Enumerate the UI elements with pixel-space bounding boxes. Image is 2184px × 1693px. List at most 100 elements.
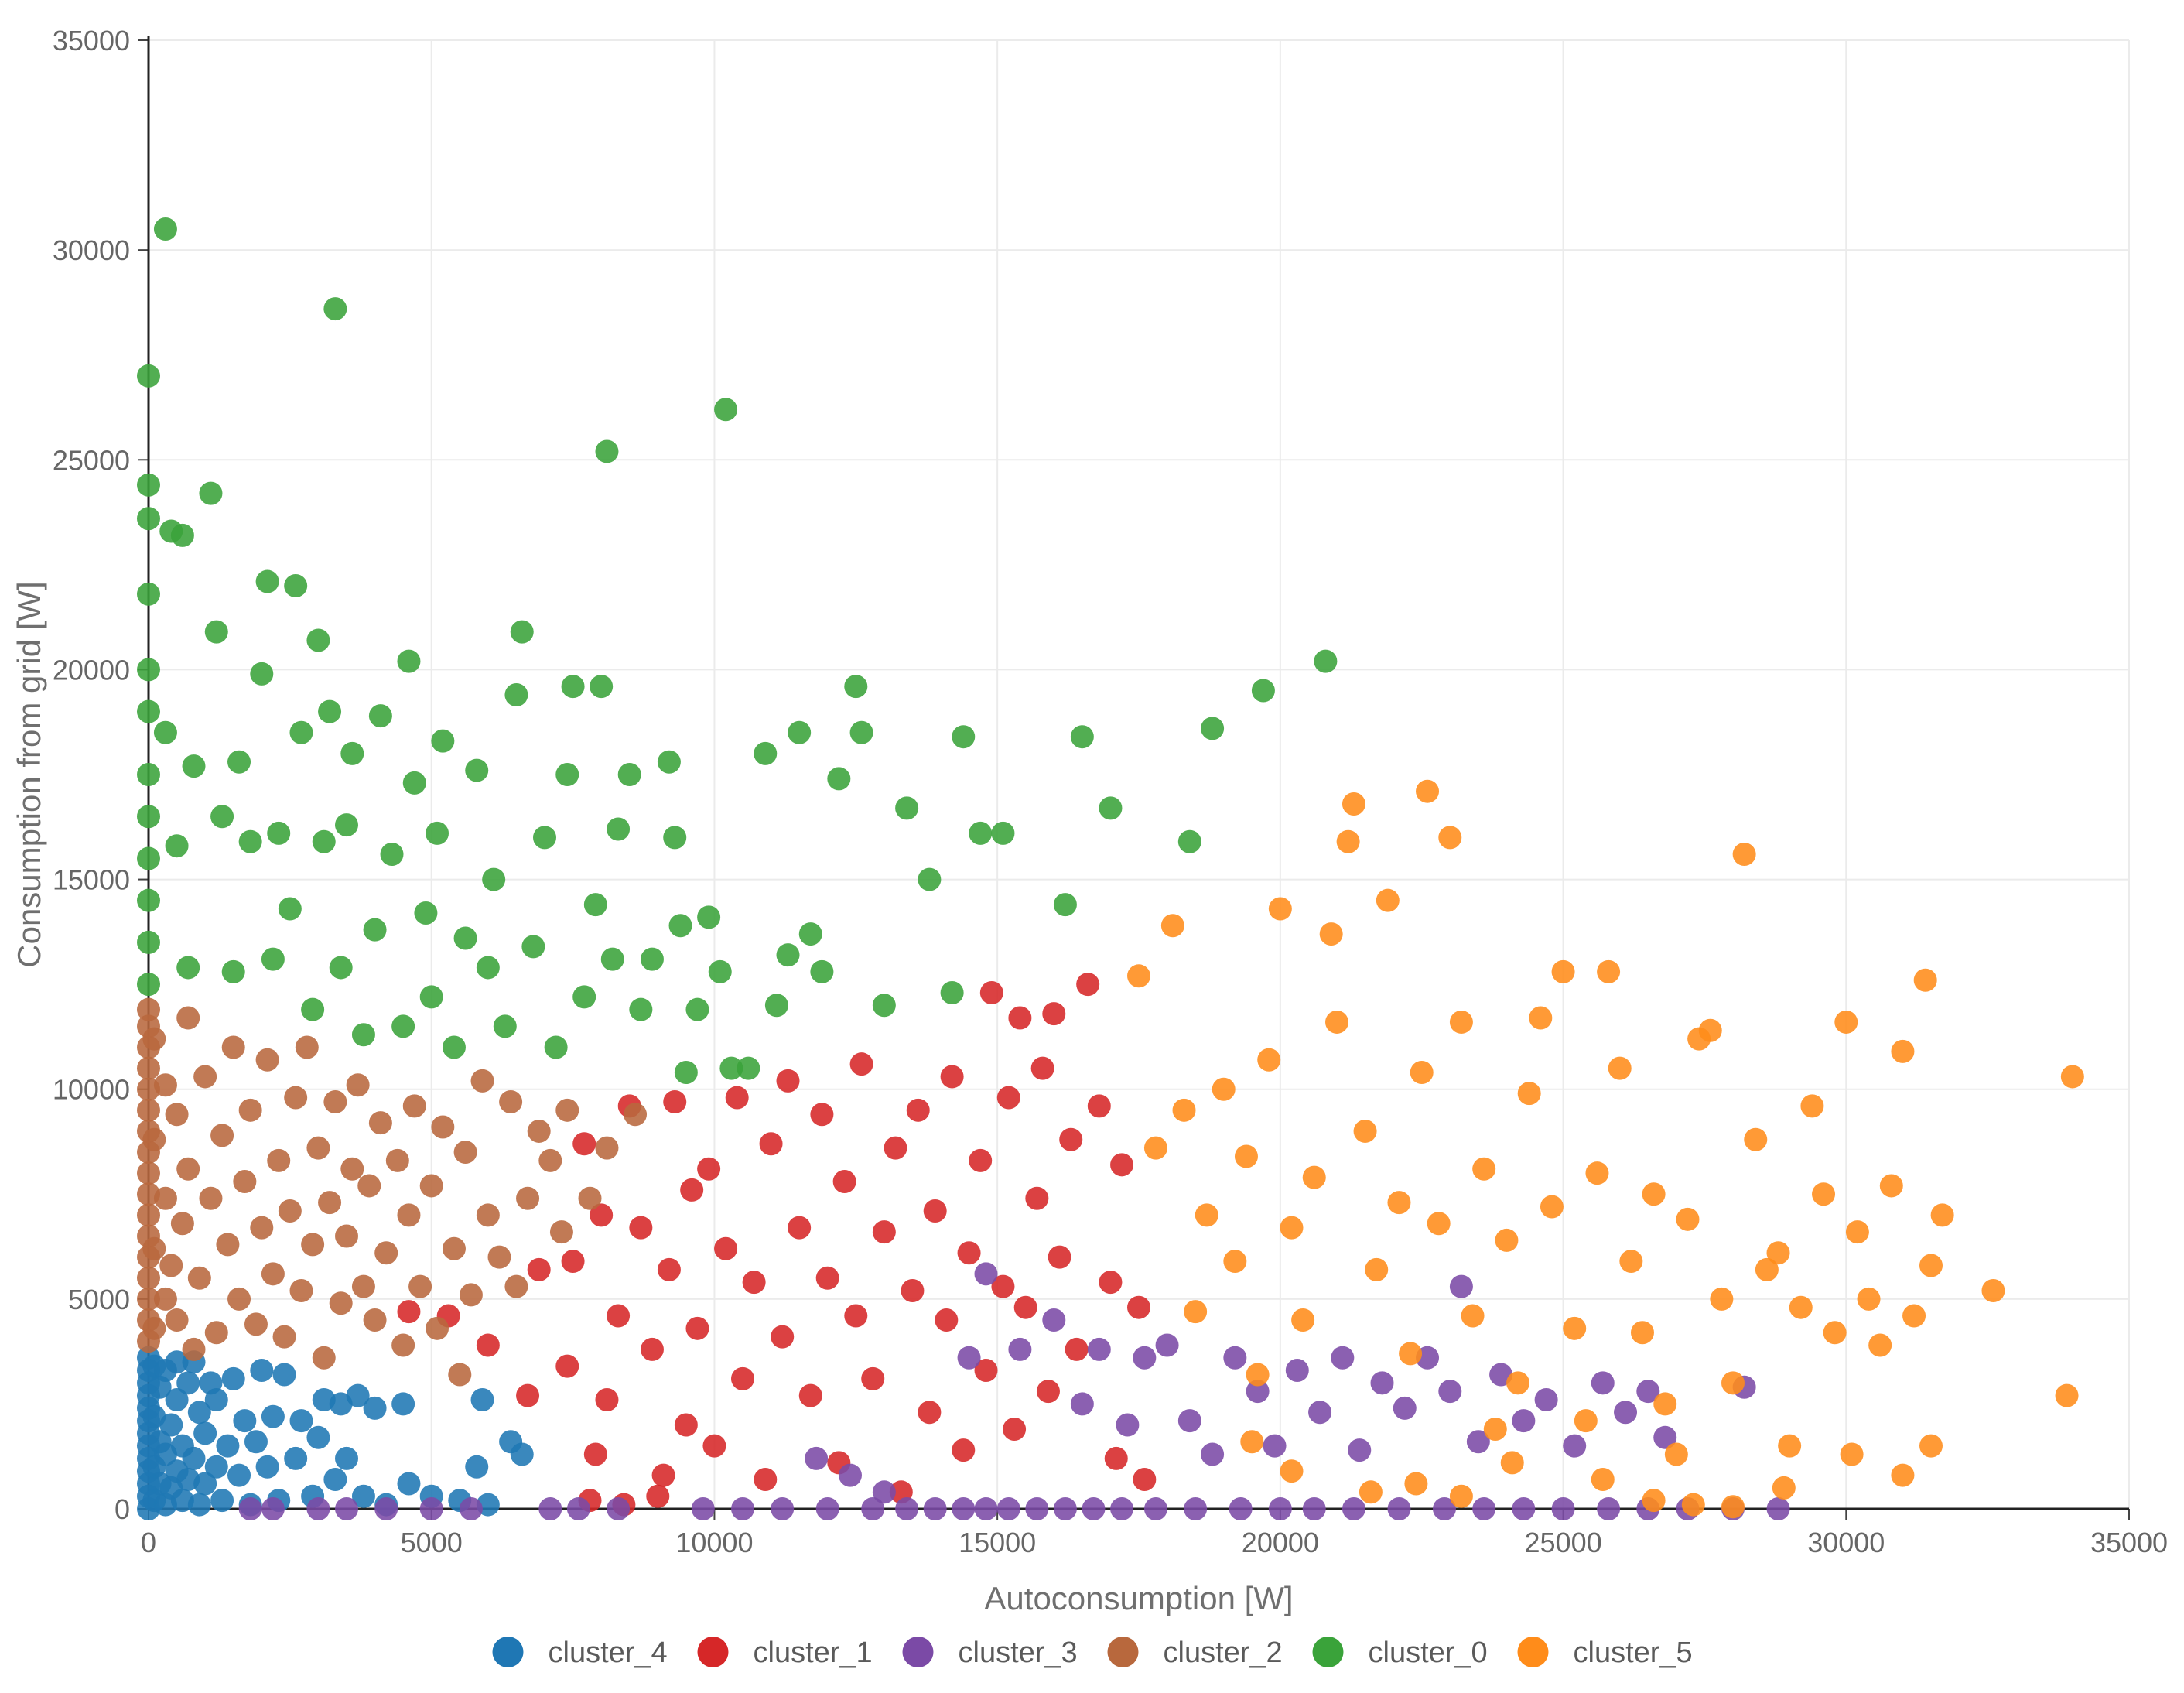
data-point [1766,1497,1790,1520]
data-point [1133,1346,1157,1370]
data-point [1257,1048,1281,1072]
data-point [238,829,262,853]
legend-item-cluster_4[interactable]: cluster_4 [492,1637,668,1669]
data-point [137,846,160,870]
data-point [159,1413,183,1437]
data-point [426,1316,449,1340]
x-tick-label: 5000 [401,1527,463,1558]
data-point [1280,1216,1304,1240]
data-point [1325,1010,1348,1034]
legend-label: cluster_0 [1369,1637,1488,1669]
data-point [1913,968,1937,992]
data-point [714,398,738,422]
data-point [1042,1002,1066,1026]
data-point [895,1497,919,1520]
legend-swatch [1312,1637,1344,1667]
legend-item-cluster_2[interactable]: cluster_2 [1107,1637,1283,1669]
data-point [306,628,330,652]
data-point [289,1409,313,1433]
data-point [267,1148,291,1172]
data-point [1099,1271,1123,1295]
data-point [1342,1497,1365,1520]
data-point [1082,1497,1106,1520]
data-point [590,675,614,699]
data-point [510,1442,534,1466]
data-point [1834,1010,1858,1034]
data-point [1008,1337,1032,1361]
data-point [1331,1346,1355,1370]
data-point [1143,1497,1167,1520]
data-point [849,720,873,744]
legend-item-cluster_1[interactable]: cluster_1 [697,1637,873,1669]
data-point [595,439,619,463]
data-point [1155,1333,1179,1357]
data-point [278,1199,302,1223]
data-point [1466,1430,1490,1454]
data-point [1143,1136,1167,1160]
data-point [1053,1497,1077,1520]
data-point [346,1073,370,1097]
data-point [204,1321,228,1345]
data-point [572,985,596,1009]
data-point [470,1069,494,1093]
data-point [1342,792,1365,816]
data-point [640,947,664,971]
data-point [137,507,160,531]
data-point [1681,1493,1705,1517]
data-point [137,1161,160,1185]
data-point [1285,1359,1309,1383]
series-cluster_4 [137,1346,534,1520]
data-point [504,682,528,706]
data-point [1201,717,1225,740]
data-point [255,569,279,593]
data-point [323,1468,347,1492]
data-point [849,1052,873,1076]
data-point [284,1086,308,1110]
data-point [1160,914,1184,938]
data-point [199,1186,223,1210]
data-point [595,1388,619,1412]
legend-item-cluster_0[interactable]: cluster_0 [1312,1637,1488,1669]
data-point [901,1279,925,1303]
data-point [844,675,868,699]
data-point [1540,1195,1564,1219]
data-point [1387,1497,1411,1520]
grid [149,39,2130,1509]
data-point [697,1157,721,1181]
data-point [1789,1295,1813,1319]
data-point [363,1396,387,1420]
data-point [798,1383,822,1407]
data-point [250,1216,274,1240]
data-point [538,1497,562,1520]
data-point [137,973,160,997]
data-point [187,1401,211,1425]
data-point [1591,1371,1615,1395]
data-point [453,1141,477,1165]
data-point [1755,1257,1779,1281]
data-point [227,1463,251,1487]
legend-label: cluster_5 [1574,1637,1693,1669]
data-point [1268,1497,1292,1520]
data-point [1116,1413,1140,1437]
data-point [1229,1497,1253,1520]
data-point [137,582,160,606]
data-point [301,1233,325,1257]
data-point [351,1484,375,1508]
data-point [1472,1497,1496,1520]
legend-item-cluster_3[interactable]: cluster_3 [902,1637,1078,1669]
data-point [453,926,477,950]
legend-item-cluster_5[interactable]: cluster_5 [1517,1637,1693,1669]
series-cluster_1 [397,973,1157,1517]
data-point [442,1035,466,1059]
data-point [397,649,421,673]
data-point [374,1241,398,1265]
data-point [1608,1056,1632,1080]
data-point [306,1425,330,1449]
data-point [182,1337,206,1361]
data-point [607,1497,631,1520]
data-point [1212,1077,1236,1101]
data-point [861,1497,885,1520]
data-point [137,1056,160,1080]
data-point [1642,1182,1666,1206]
data-point [153,1287,177,1311]
